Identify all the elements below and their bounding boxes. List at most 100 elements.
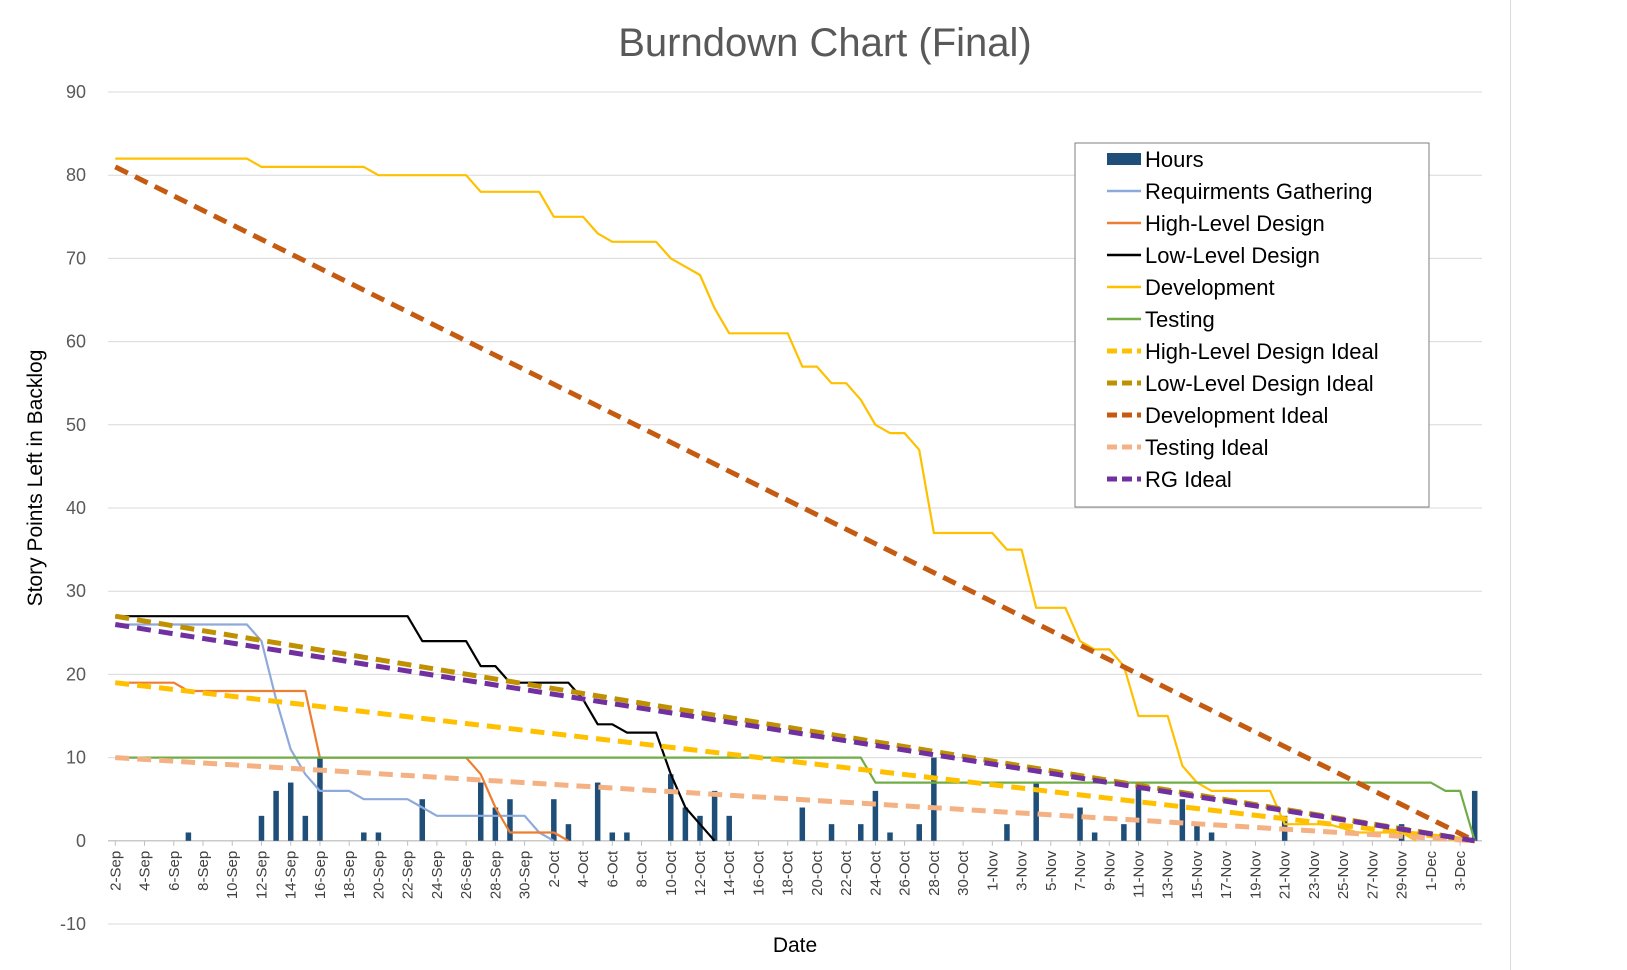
y-tick-label: 0 xyxy=(76,831,86,851)
x-tick-label: 23-Nov xyxy=(1306,850,1323,899)
hours-bar xyxy=(711,790,718,841)
y-tick-label: 70 xyxy=(66,248,86,268)
hours-bar xyxy=(258,815,265,841)
x-tick-label: 25-Nov xyxy=(1335,850,1352,899)
y-tick-label: 10 xyxy=(66,748,86,768)
hours-bar xyxy=(1004,824,1010,841)
legend-label-testing-ideal: Testing Ideal xyxy=(1145,435,1269,460)
hours-bar xyxy=(916,824,922,841)
hours-bar xyxy=(697,815,703,841)
y-tick-label: 40 xyxy=(66,498,86,518)
hours-bar xyxy=(273,790,279,841)
x-tick-label: 16-Oct xyxy=(750,850,767,896)
legend-label-hours: Hours xyxy=(1145,147,1204,172)
hours-bar xyxy=(551,799,557,841)
hours-bar xyxy=(302,815,309,841)
x-tick-label: 24-Sep xyxy=(429,851,446,899)
hours-bar xyxy=(1121,824,1127,841)
hours-bar xyxy=(375,832,382,841)
series-line-rg-ideal xyxy=(114,622,1476,844)
x-tick-label: 6-Sep xyxy=(166,851,183,891)
legend-label-high-level-design: High-Level Design xyxy=(1145,211,1325,236)
x-tick-label: 30-Sep xyxy=(517,851,534,899)
x-tick-label: 7-Nov xyxy=(1072,850,1089,891)
hours-bar xyxy=(931,757,937,841)
y-tick-label: 80 xyxy=(66,165,86,185)
hours-bar xyxy=(1179,799,1186,841)
hours-bar xyxy=(1471,790,1478,841)
x-tick-label: 28-Oct xyxy=(926,850,943,896)
x-tick-label: 6-Oct xyxy=(604,850,621,888)
x-tick-label: 16-Sep xyxy=(312,851,329,899)
hours-bar xyxy=(492,807,499,841)
x-tick-label: 11-Nov xyxy=(1131,850,1148,898)
x-tick-label: 26-Sep xyxy=(458,851,475,899)
y-tick-label: 90 xyxy=(66,82,86,102)
x-tick-label: 8-Oct xyxy=(634,850,651,888)
series-line-low-level-design xyxy=(115,615,716,842)
x-tick-label: 20-Oct xyxy=(809,850,826,896)
x-tick-label: 26-Oct xyxy=(897,850,914,896)
hours-bar xyxy=(624,832,630,841)
x-tick-label: 13-Nov xyxy=(1160,850,1177,899)
hours-bar xyxy=(858,824,864,841)
y-tick-label: 30 xyxy=(66,581,86,601)
hours-bar xyxy=(287,782,294,841)
x-axis-title: Date xyxy=(773,934,817,957)
chart-title: Burndown Chart (Final) xyxy=(618,21,1032,65)
hours-bar xyxy=(668,774,674,841)
hours-bar xyxy=(726,815,732,841)
hours-bar xyxy=(872,790,879,841)
hours-bar xyxy=(1077,807,1083,841)
x-tick-label: 19-Nov xyxy=(1247,850,1264,899)
hours-bar xyxy=(317,757,323,841)
x-tick-label: 22-Oct xyxy=(838,850,855,896)
series-line-testing-ideal xyxy=(115,755,1475,844)
x-tick-label: 15-Nov xyxy=(1189,850,1206,899)
x-tick-label: 20-Sep xyxy=(370,851,387,899)
hours-bar xyxy=(507,799,513,841)
hours-bar xyxy=(799,807,806,841)
x-tick-label: 24-Oct xyxy=(867,850,884,896)
x-tick-label: 22-Sep xyxy=(400,851,417,899)
x-tick-label: 21-Nov xyxy=(1277,850,1294,899)
legend-label-rg-ideal: RG Ideal xyxy=(1145,467,1232,492)
x-tick-label: 3-Dec xyxy=(1452,850,1469,891)
hours-bar xyxy=(609,832,616,841)
series-line-requirments-gathering xyxy=(115,623,555,842)
legend-box xyxy=(1074,142,1430,508)
hours-bar xyxy=(828,824,835,841)
series-line-testing xyxy=(115,756,1476,842)
x-tick-label: 27-Nov xyxy=(1364,850,1381,899)
x-tick-label: 8-Sep xyxy=(195,851,212,891)
hours-bar xyxy=(1135,782,1142,841)
hours-bar xyxy=(477,782,484,841)
x-tick-label: 14-Sep xyxy=(283,851,300,899)
x-tick-label: 4-Oct xyxy=(575,850,592,888)
legend-label-low-level-design-ideal: Low-Level Design Ideal xyxy=(1145,371,1374,396)
x-tick-label: 12-Oct xyxy=(692,850,709,896)
hours-bar xyxy=(887,832,893,841)
x-tick-label: 28-Sep xyxy=(487,851,504,899)
x-tick-label: 1-Dec xyxy=(1423,850,1440,891)
x-tick-label: 30-Oct xyxy=(955,850,972,896)
hours-bar xyxy=(1194,824,1200,841)
hours-bar xyxy=(1091,832,1098,841)
hours-bar xyxy=(594,782,601,841)
hours-bar xyxy=(565,824,572,841)
legend-label-low-level-design: Low-Level Design xyxy=(1145,243,1320,268)
y-tick-label: 60 xyxy=(66,332,86,352)
series-line-development-ideal xyxy=(114,164,1476,844)
x-tick-label: 4-Sep xyxy=(137,851,154,891)
x-tick-label: 12-Sep xyxy=(253,851,270,899)
y-axis-title: Story Points Left in Backlog xyxy=(24,350,47,607)
x-tick-label: 3-Nov xyxy=(1014,850,1031,891)
legend-label-requirments-gathering: Requirments Gathering xyxy=(1145,179,1372,204)
series-line-high-level-design-ideal xyxy=(115,680,1475,844)
x-tick-label: 2-Oct xyxy=(546,850,563,888)
hours-bar xyxy=(682,807,689,841)
hours-bar xyxy=(419,799,426,841)
y-tick-label: 50 xyxy=(66,415,86,435)
y-tick-label: -10 xyxy=(60,914,86,934)
x-tick-label: 10-Sep xyxy=(224,851,241,899)
